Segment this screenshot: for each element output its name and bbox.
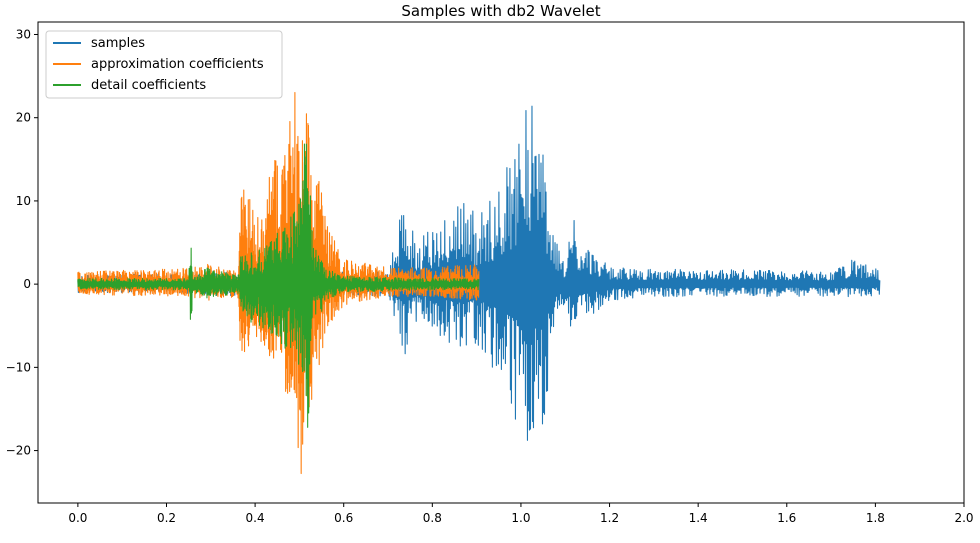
x-tick-label: 0.8 (423, 511, 442, 525)
series-line-detail-coefficients (77, 143, 480, 428)
legend-box (45, 30, 283, 99)
legend: samples approximation coefficients detail … (45, 30, 283, 99)
y-axis: −20 −10 0 10 20 30 (6, 27, 38, 458)
x-tick-label: 1.4 (689, 511, 708, 525)
y-tick-label: 0 (23, 277, 31, 291)
legend-label: samples (91, 36, 145, 51)
x-tick-label: 1.2 (600, 511, 619, 525)
x-tick-label: 0.2 (157, 511, 176, 525)
y-tick-label: 20 (16, 111, 31, 125)
x-tick-label: 0.6 (334, 511, 353, 525)
y-tick-label: −10 (6, 360, 31, 374)
legend-label: detail coefficients (91, 78, 206, 93)
x-tick-label: 0.4 (246, 511, 265, 525)
legend-label: approximation coefficients (91, 57, 264, 72)
x-axis: 0.0 0.2 0.4 0.6 0.8 1.0 1.2 1.4 1.6 1.8 2.0 (68, 503, 974, 525)
x-tick-label: 1.0 (511, 511, 530, 525)
y-tick-label: −20 (6, 444, 31, 458)
axes-frame (37, 21, 965, 504)
x-tick-label: 1.6 (777, 511, 796, 525)
x-tick-label: 0.0 (68, 511, 87, 525)
chart-title: Samples with db2 Wavelet (401, 2, 600, 20)
y-tick-label: 30 (16, 27, 31, 41)
plot-data-group (77, 91, 881, 475)
x-tick-label: 2.0 (954, 511, 973, 525)
x-tick-label: 1.8 (866, 511, 885, 525)
y-tick-label: 10 (16, 194, 31, 208)
